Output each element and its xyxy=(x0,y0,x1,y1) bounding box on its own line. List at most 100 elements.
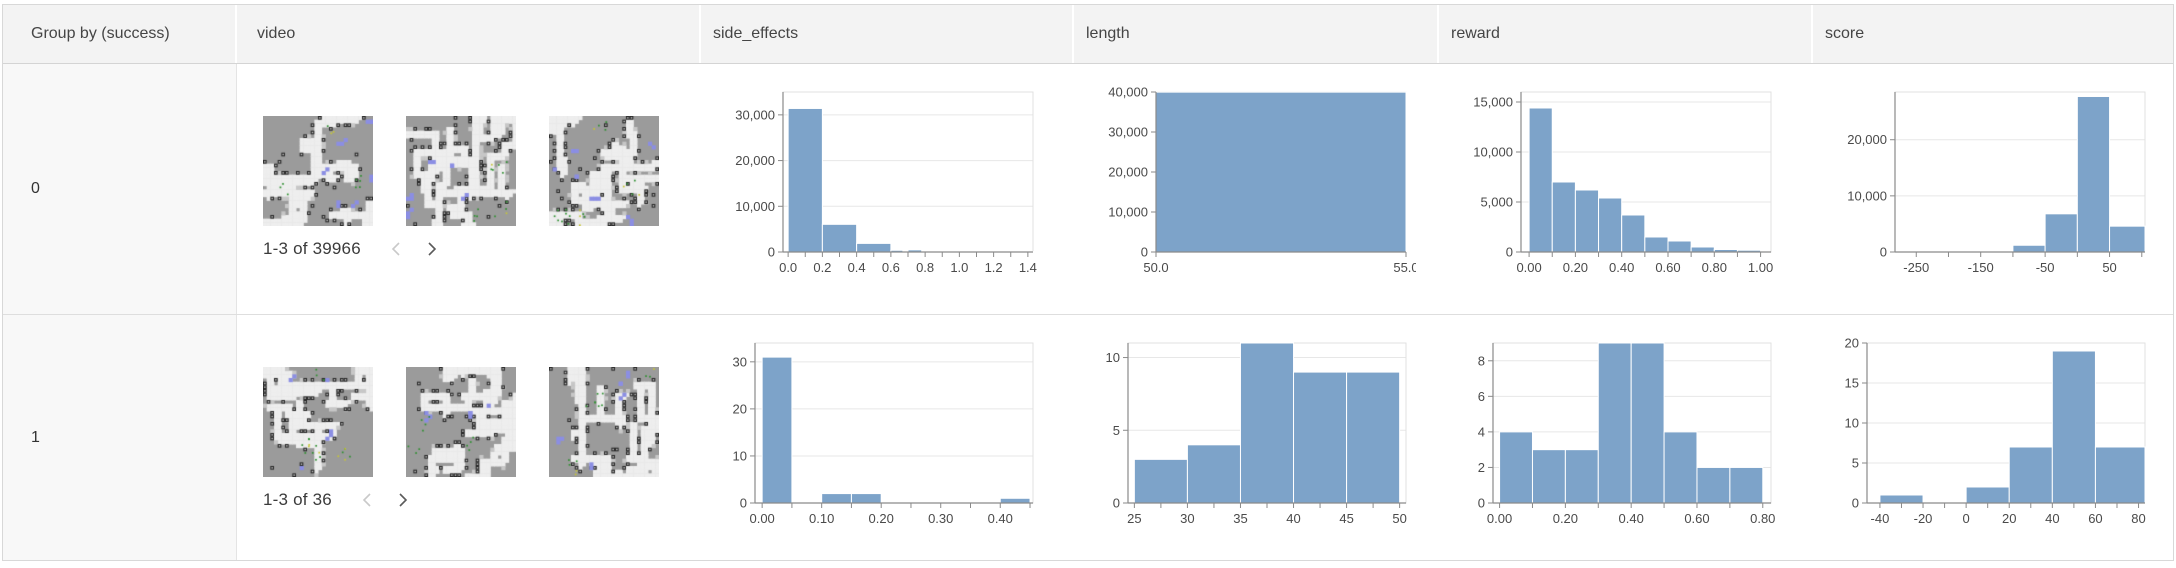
svg-text:10: 10 xyxy=(733,448,747,463)
svg-text:4: 4 xyxy=(1478,424,1485,439)
table-row: 0 1-3 of 39966 0 10,000 20,000 30,000 0.0 0.2… xyxy=(3,64,2173,315)
histogram-score[interactable]: 0 10,000 20,000 -250 -150 -50 50 xyxy=(1813,64,2173,314)
svg-text:55.0: 55.0 xyxy=(1393,260,1416,275)
svg-text:0.20: 0.20 xyxy=(1563,260,1588,275)
histogram-score[interactable]: 0 5 10 15 20 -40 -20 0 20 40 60 80 xyxy=(1813,315,2173,560)
svg-text:-250: -250 xyxy=(1903,260,1929,275)
svg-text:2: 2 xyxy=(1478,460,1485,475)
svg-text:15,000: 15,000 xyxy=(1473,95,1513,110)
chevron-right-icon xyxy=(399,493,408,507)
svg-text:0.00: 0.00 xyxy=(1516,260,1541,275)
column-header-reward[interactable]: reward xyxy=(1439,5,1813,63)
svg-text:0: 0 xyxy=(1113,496,1120,511)
svg-text:20: 20 xyxy=(733,401,747,416)
histogram-svg: 0 10,000 20,000 -250 -150 -50 50 xyxy=(1847,91,2146,275)
svg-text:0.40: 0.40 xyxy=(1619,511,1644,526)
svg-text:10,000: 10,000 xyxy=(735,199,775,214)
column-header-score[interactable]: score xyxy=(1825,25,1865,42)
svg-text:0: 0 xyxy=(768,245,775,260)
svg-text:10: 10 xyxy=(1845,416,1859,431)
svg-text:1.2: 1.2 xyxy=(985,260,1003,275)
histogram-side-effects[interactable]: 0 10,000 20,000 30,000 0.0 0.2 0.4 0.6 0.8 1.0 1.2… xyxy=(701,64,1074,314)
histogram-length[interactable]: 0 5 10 25 30 35 40 45 50 xyxy=(1074,315,1439,560)
svg-text:0.0: 0.0 xyxy=(779,260,797,275)
svg-text:20,000: 20,000 xyxy=(1847,132,1887,147)
svg-text:0.40: 0.40 xyxy=(1609,260,1634,275)
svg-text:40,000: 40,000 xyxy=(1108,86,1148,100)
svg-text:30,000: 30,000 xyxy=(735,107,775,122)
svg-text:1.4: 1.4 xyxy=(1019,260,1037,275)
grouped-runs-table: Group by (success) video side_effects le… xyxy=(2,4,2174,561)
svg-text:0.60: 0.60 xyxy=(1684,511,1709,526)
svg-text:80: 80 xyxy=(2131,511,2145,526)
svg-text:0.4: 0.4 xyxy=(848,260,866,275)
svg-text:50: 50 xyxy=(2102,260,2116,275)
svg-text:5: 5 xyxy=(1113,423,1120,438)
next-page-button[interactable] xyxy=(423,241,439,257)
video-thumbnails xyxy=(263,367,701,477)
svg-text:0: 0 xyxy=(1478,496,1485,511)
histogram-length[interactable]: 0 10,000 20,000 30,000 40,000 50.0 55.0 xyxy=(1074,64,1439,314)
svg-text:45: 45 xyxy=(1339,511,1353,526)
svg-text:30: 30 xyxy=(733,354,747,369)
svg-text:50.0: 50.0 xyxy=(1143,260,1168,275)
chevron-left-icon xyxy=(391,242,400,256)
video-thumbnail[interactable] xyxy=(549,367,659,477)
histogram-svg: 0 2 4 6 8 0.00 0.20 0.40 0.60 0.80 xyxy=(1478,342,1775,526)
svg-text:0.80: 0.80 xyxy=(1702,260,1727,275)
svg-text:0.30: 0.30 xyxy=(928,511,953,526)
histogram-reward[interactable]: 0 5,000 10,000 15,000 0.00 0.20 0.40 0.60 0.80 1.… xyxy=(1439,64,1813,314)
svg-text:30: 30 xyxy=(1180,511,1194,526)
video-thumbnail[interactable] xyxy=(263,367,373,477)
svg-text:5: 5 xyxy=(1852,456,1859,471)
svg-text:35: 35 xyxy=(1233,511,1247,526)
svg-text:60: 60 xyxy=(2088,511,2102,526)
previous-page-button[interactable] xyxy=(389,241,405,257)
svg-text:0.00: 0.00 xyxy=(1487,511,1512,526)
video-thumbnail[interactable] xyxy=(406,116,516,226)
svg-text:30,000: 30,000 xyxy=(1108,125,1148,140)
video-cell: 1-3 of 36 xyxy=(237,315,701,560)
video-thumbnails xyxy=(263,116,701,226)
histogram-side-effects[interactable]: 0 10 20 30 0.00 0.10 0.20 0.30 0.40 xyxy=(701,315,1074,560)
svg-text:8: 8 xyxy=(1478,353,1485,368)
svg-text:1.0: 1.0 xyxy=(950,260,968,275)
column-header-side-effects[interactable]: side_effects xyxy=(701,5,1074,63)
table-row: 1 1-3 of 36 0 10 20 30 0.00 0.10 0.20 0.30 0.40 … xyxy=(3,315,2173,560)
pagination-label: 1-3 of 36 xyxy=(263,490,332,509)
svg-text:-150: -150 xyxy=(1968,260,1994,275)
svg-text:0: 0 xyxy=(1506,245,1513,260)
svg-text:0: 0 xyxy=(1852,496,1859,511)
group-label: 1 xyxy=(31,428,40,446)
group-value-cell: 0 xyxy=(3,64,237,314)
svg-text:10,000: 10,000 xyxy=(1108,205,1148,220)
video-pagination: 1-3 of 39966 xyxy=(263,239,701,259)
video-pagination: 1-3 of 36 xyxy=(263,490,701,510)
column-header-group-by[interactable]: Group by (success) xyxy=(3,5,237,63)
svg-text:0.80: 0.80 xyxy=(1750,511,1775,526)
video-thumbnail[interactable] xyxy=(263,116,373,226)
histogram-reward[interactable]: 0 2 4 6 8 0.00 0.20 0.40 0.60 0.80 xyxy=(1439,315,1813,560)
svg-text:10,000: 10,000 xyxy=(1473,145,1513,160)
svg-text:0: 0 xyxy=(1141,245,1148,260)
column-header-length[interactable]: length xyxy=(1074,5,1439,63)
column-header-video[interactable]: video xyxy=(237,5,701,63)
svg-text:5,000: 5,000 xyxy=(1480,195,1513,210)
group-value-cell: 1 xyxy=(3,315,237,560)
chevron-left-icon xyxy=(362,493,371,507)
svg-text:50: 50 xyxy=(1392,511,1406,526)
histogram-svg: 0 5 10 25 30 35 40 45 50 xyxy=(1106,342,1407,526)
svg-text:20,000: 20,000 xyxy=(735,153,775,168)
chevron-right-icon xyxy=(428,242,437,256)
next-page-button[interactable] xyxy=(394,492,410,508)
video-thumbnail[interactable] xyxy=(549,116,659,226)
histogram-svg: 0 10,000 20,000 30,000 40,000 50.0 55.0 xyxy=(1108,85,1418,276)
video-thumbnail[interactable] xyxy=(406,367,516,477)
svg-text:0.10: 0.10 xyxy=(809,511,834,526)
svg-text:20: 20 xyxy=(1845,337,1859,351)
histogram-svg: 0 10 20 30 0.00 0.10 0.20 0.30 0.40 xyxy=(733,342,1034,526)
svg-text:-50: -50 xyxy=(2036,260,2055,275)
previous-page-button[interactable] xyxy=(360,492,376,508)
svg-text:0: 0 xyxy=(1963,511,1970,526)
svg-text:0.40: 0.40 xyxy=(988,511,1013,526)
